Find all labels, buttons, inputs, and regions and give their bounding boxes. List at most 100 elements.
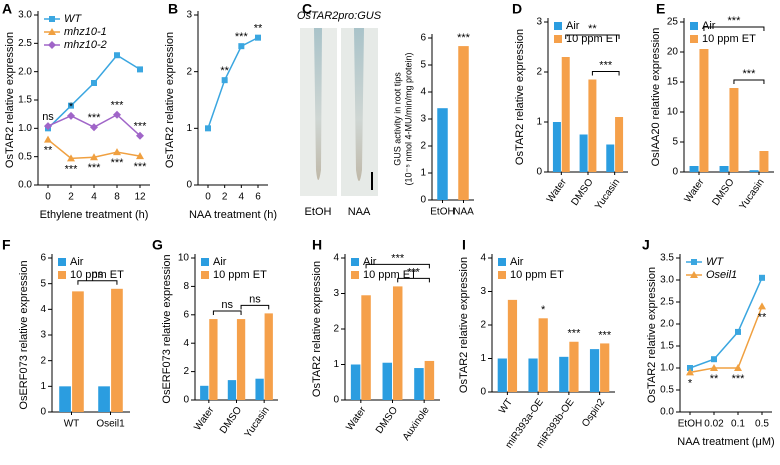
significance: ns [42, 111, 54, 123]
bar [72, 291, 84, 412]
x-tick-label: 6 [255, 192, 261, 203]
marker [759, 274, 765, 281]
y-tick-label: 4 [480, 253, 486, 264]
x-tick-label: DMSO [374, 405, 400, 436]
x-tick-label: 4 [91, 192, 97, 203]
comparison-label: ns [92, 269, 104, 281]
bar [392, 286, 403, 400]
bracket [240, 304, 270, 310]
legend-label: 10 ppm ET [566, 33, 620, 45]
y-tick-label: 6 [420, 33, 426, 44]
bar [424, 360, 435, 400]
x-tick-label: 0.02 [704, 419, 724, 430]
panel-label: A [2, 1, 12, 17]
image-label: NAA [348, 206, 371, 218]
y-tick-label: 1.5 [660, 341, 674, 352]
legend-label: Air [213, 256, 227, 268]
y-tick-label: 2.0 [18, 66, 32, 77]
y-axis-label: GUS activity in root tips [392, 72, 402, 166]
x-tick-label: NAA [453, 207, 474, 218]
bar [507, 299, 518, 392]
y-tick-label: 0 [333, 395, 339, 406]
marker [113, 148, 121, 156]
y-tick-label: 2.5 [660, 297, 674, 308]
marker [91, 80, 97, 86]
legend-swatch [351, 271, 359, 279]
bracket [77, 280, 118, 285]
significance: *** [134, 161, 148, 173]
bar [437, 108, 448, 200]
legend-swatch [498, 271, 506, 279]
significance: ** [44, 145, 53, 157]
y-tick-label: 20 [667, 47, 679, 58]
comparison-label: *** [599, 59, 613, 71]
marker [48, 41, 56, 49]
y-axis-label: OsTAR2 relative expression [311, 261, 323, 397]
bar [600, 343, 610, 392]
bar [497, 358, 507, 392]
y-axis-label: OsTAR2 relative expression [4, 32, 16, 168]
significance: *** [111, 157, 125, 169]
y-tick-label: 0 [536, 167, 542, 178]
bar [200, 385, 209, 400]
line [689, 306, 763, 374]
comparison-label: *** [743, 68, 757, 80]
y-tick-label: 2 [480, 320, 486, 331]
y-axis-label: (10⁻⁵ nmol 4-MU/min/mg protein) [403, 52, 413, 185]
legend-label: Air [70, 256, 84, 268]
x-tick-label: 8 [114, 192, 120, 203]
legend-swatch [498, 258, 506, 266]
x-tick-label: 0.5 [755, 419, 769, 430]
marker [690, 271, 698, 278]
x-tick-label: Water [192, 404, 216, 432]
x-tick-label: 0 [205, 192, 211, 203]
x-tick-label: WT [497, 397, 515, 416]
image-label: EtOH [305, 206, 332, 218]
x-tick-label: Auxinole [401, 405, 432, 443]
root-etoh [314, 28, 322, 180]
y-tick-label: 1.0 [660, 363, 674, 374]
y-tick-label: 0.5 [660, 385, 674, 396]
marker [44, 122, 52, 131]
x-tick-label: 4 [239, 192, 245, 203]
bracket [703, 26, 765, 31]
y-tick-label: 4 [183, 338, 189, 349]
bracket [565, 34, 620, 39]
significance: *** [598, 329, 612, 341]
panel-label: D [512, 1, 522, 17]
y-tick-label: 3.0 [660, 275, 674, 286]
y-tick-label: 10 [667, 107, 679, 118]
x-tick-label: Yucasin [243, 405, 272, 440]
bar [615, 117, 624, 172]
line [207, 36, 259, 129]
x-tick-label: Yucasin [738, 177, 767, 212]
panel-label: J [642, 237, 650, 253]
bar [569, 341, 579, 392]
comparison-label: *** [728, 15, 742, 27]
marker [67, 111, 75, 120]
legend-swatch [58, 271, 66, 279]
y-tick-label: 2 [333, 324, 339, 335]
bar [382, 362, 393, 400]
x-tick-label: Oseil1 [96, 419, 125, 430]
y-tick-label: 25 [667, 17, 679, 28]
significance: ** [254, 23, 263, 35]
y-tick-label: 3 [186, 10, 192, 21]
bar [589, 349, 600, 392]
significance: ** [758, 311, 767, 323]
significance: *** [235, 31, 249, 43]
significance: ** [710, 373, 719, 385]
legend-label: WT [64, 13, 82, 25]
panel-label: E [656, 1, 665, 17]
y-axis-label: OsERF073 relative expression [18, 260, 30, 409]
marker [90, 153, 98, 161]
x-tick-label: 2 [68, 192, 74, 203]
bracket [397, 277, 430, 283]
marker [136, 152, 144, 160]
y-tick-label: 3 [420, 114, 426, 125]
marker [113, 110, 121, 119]
legend-label: 10 ppm ET [70, 269, 124, 281]
bar [561, 57, 570, 172]
x-axis-label: NAA treatment (μM) [677, 436, 774, 448]
